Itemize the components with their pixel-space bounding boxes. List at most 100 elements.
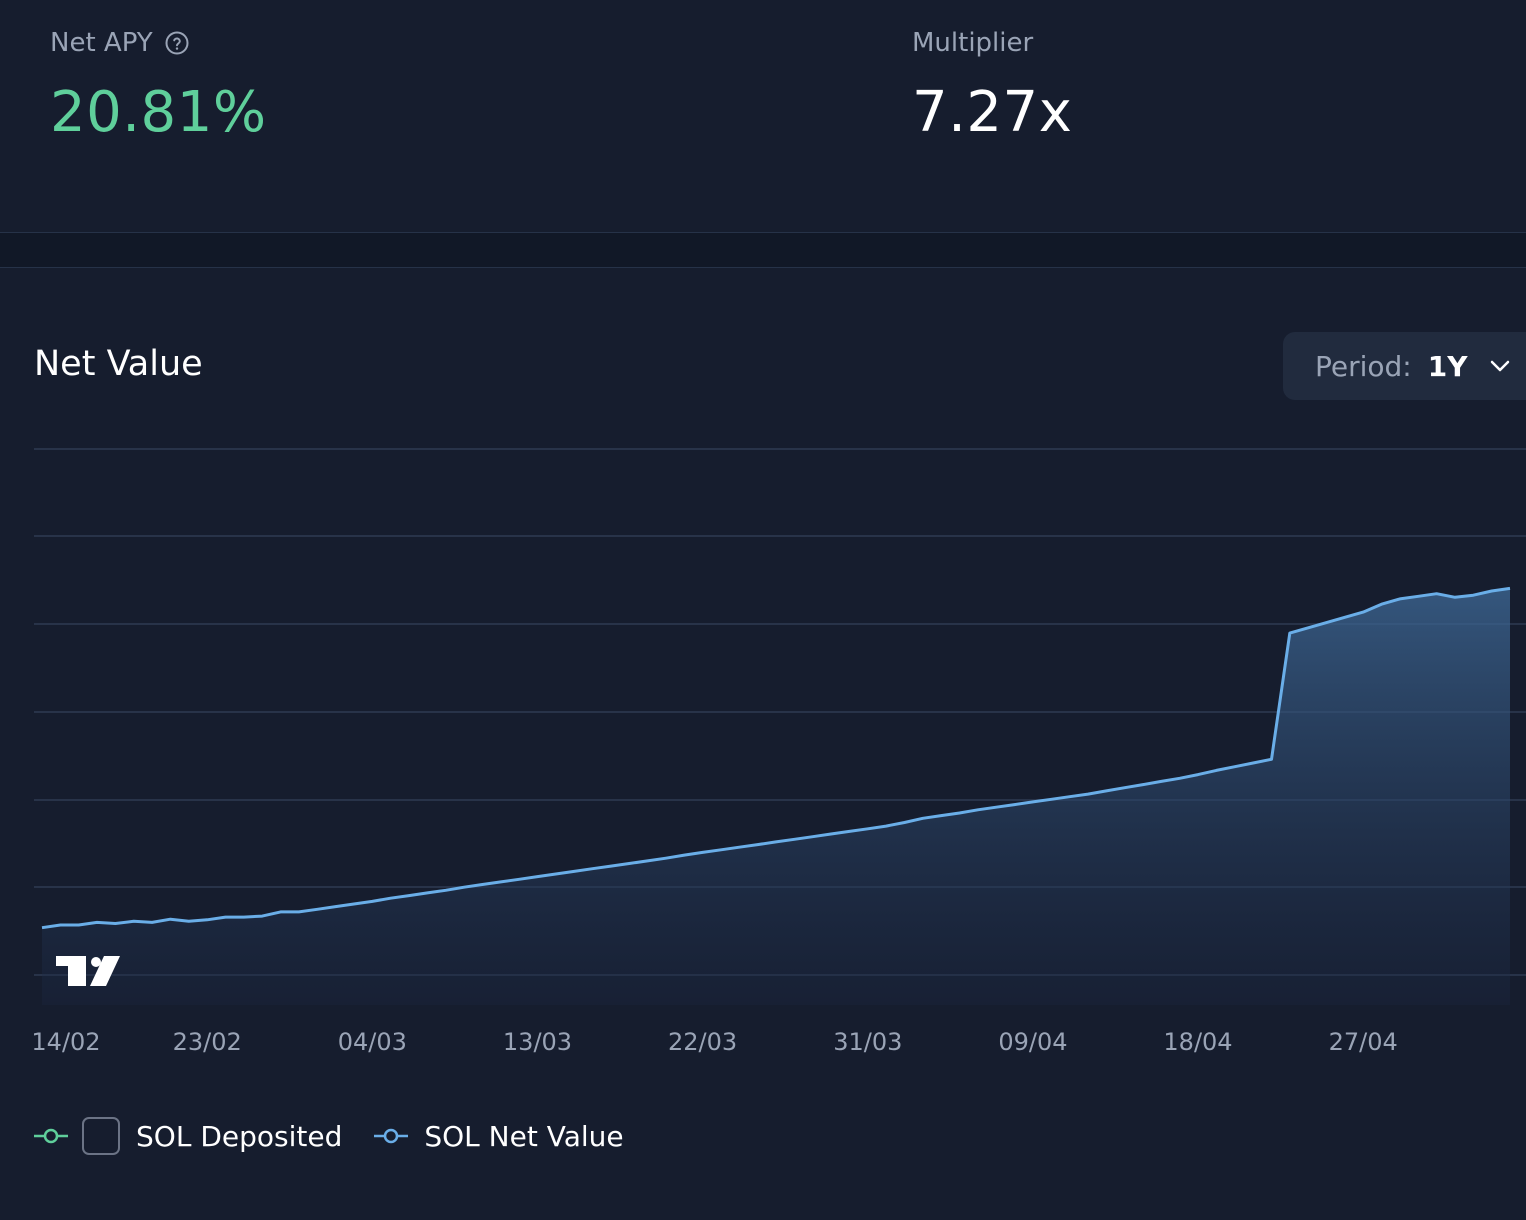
multiplier-value: 7.27x <box>912 80 1073 145</box>
data-point <box>719 848 723 852</box>
help-circle-icon[interactable] <box>165 31 189 55</box>
data-point <box>1233 765 1237 769</box>
data-point <box>279 910 283 914</box>
legend-checkbox[interactable] <box>82 1117 120 1155</box>
data-point <box>627 862 631 866</box>
data-point <box>1398 597 1402 601</box>
data-point <box>884 824 888 828</box>
data-point <box>1380 602 1384 606</box>
x-tick-label: 22/03 <box>668 1028 737 1056</box>
line-marker-icon <box>374 1128 409 1144</box>
data-point <box>1508 586 1512 590</box>
data-point <box>1013 803 1017 807</box>
data-point <box>1159 779 1163 783</box>
data-point <box>187 919 191 923</box>
data-point <box>792 837 796 841</box>
data-point <box>1049 797 1053 801</box>
data-point <box>168 917 172 921</box>
data-point <box>1086 792 1090 796</box>
x-tick-label: 04/03 <box>338 1028 407 1056</box>
data-point <box>113 922 117 926</box>
data-point <box>646 859 650 863</box>
data-point <box>903 821 907 825</box>
x-tick-label: 09/04 <box>998 1028 1067 1056</box>
x-tick-label: 18/04 <box>1163 1028 1232 1056</box>
net-apy-label-text: Net APY <box>50 28 153 58</box>
x-tick-label: 31/03 <box>833 1028 902 1056</box>
data-point <box>1251 761 1255 765</box>
data-point <box>499 880 503 884</box>
legend-item-sol-deposited[interactable]: SOL Deposited <box>34 1117 342 1155</box>
data-point <box>132 919 136 923</box>
multiplier-label: Multiplier <box>912 28 1034 58</box>
data-point <box>334 905 338 909</box>
data-point <box>224 915 228 919</box>
data-point <box>829 832 833 836</box>
chevron-down-icon <box>1490 360 1509 372</box>
data-point <box>444 888 448 892</box>
data-point <box>315 907 319 911</box>
data-point <box>1214 768 1218 772</box>
data-point <box>58 923 62 927</box>
data-point <box>1343 615 1347 619</box>
data-point <box>1471 593 1475 597</box>
data-point <box>756 843 760 847</box>
data-point <box>297 910 301 914</box>
data-point <box>1141 783 1145 787</box>
net-apy-value: 20.81% <box>50 80 267 145</box>
data-point <box>1196 773 1200 777</box>
x-tick-label: 27/04 <box>1329 1028 1398 1056</box>
data-point <box>352 902 356 906</box>
data-point <box>1416 594 1420 598</box>
data-point <box>921 816 925 820</box>
data-point <box>1270 757 1274 761</box>
data-point <box>572 869 576 873</box>
data-point <box>591 867 595 871</box>
data-point <box>1178 776 1182 780</box>
data-point <box>774 840 778 844</box>
data-point <box>407 894 411 898</box>
data-point <box>517 877 521 881</box>
line-marker-icon <box>34 1128 68 1144</box>
legend-label: SOL Net Value <box>424 1119 624 1153</box>
data-point <box>150 920 154 924</box>
data-point <box>1490 589 1494 593</box>
data-point <box>480 883 484 887</box>
data-point <box>976 808 980 812</box>
data-point <box>1068 795 1072 799</box>
section-divider <box>0 232 1526 268</box>
legend-label: SOL Deposited <box>136 1119 343 1153</box>
data-point <box>1104 789 1108 793</box>
data-point <box>1123 786 1127 790</box>
period-value: 1Y <box>1427 349 1468 383</box>
x-tick-label: 13/03 <box>503 1028 572 1056</box>
chart-title: Net Value <box>34 344 203 384</box>
data-point <box>95 920 99 924</box>
net-value-line <box>41 586 1511 930</box>
data-point <box>609 864 613 868</box>
data-point <box>939 814 943 818</box>
data-point <box>260 914 264 918</box>
stats-panel: Net APY 20.81% Multiplier 7.27x <box>0 0 1526 232</box>
data-point <box>77 923 81 927</box>
x-tick-label: 23/02 <box>173 1028 242 1056</box>
data-point <box>664 856 668 860</box>
net-value-chart[interactable]: 14/02 23/02 04/03 13/03 22/03 31/03 09/04 18/04… <box>0 420 1526 1080</box>
data-point <box>1306 626 1310 630</box>
data-point <box>554 872 558 876</box>
data-point <box>737 845 741 849</box>
data-point <box>1435 592 1439 596</box>
data-point <box>1288 631 1292 635</box>
data-point <box>1031 800 1035 804</box>
data-point <box>205 918 209 922</box>
tradingview-logo <box>56 956 120 986</box>
data-point <box>40 926 44 930</box>
data-point <box>994 805 998 809</box>
chart-legend: SOL Deposited SOL Net Value <box>34 1114 624 1158</box>
data-point <box>536 875 540 879</box>
legend-item-sol-net-value[interactable]: SOL Net Value <box>374 1119 624 1153</box>
data-point <box>1361 610 1365 614</box>
net-apy-label: Net APY <box>50 28 189 58</box>
data-point <box>958 811 962 815</box>
period-dropdown[interactable]: Period: 1Y <box>1283 332 1526 400</box>
